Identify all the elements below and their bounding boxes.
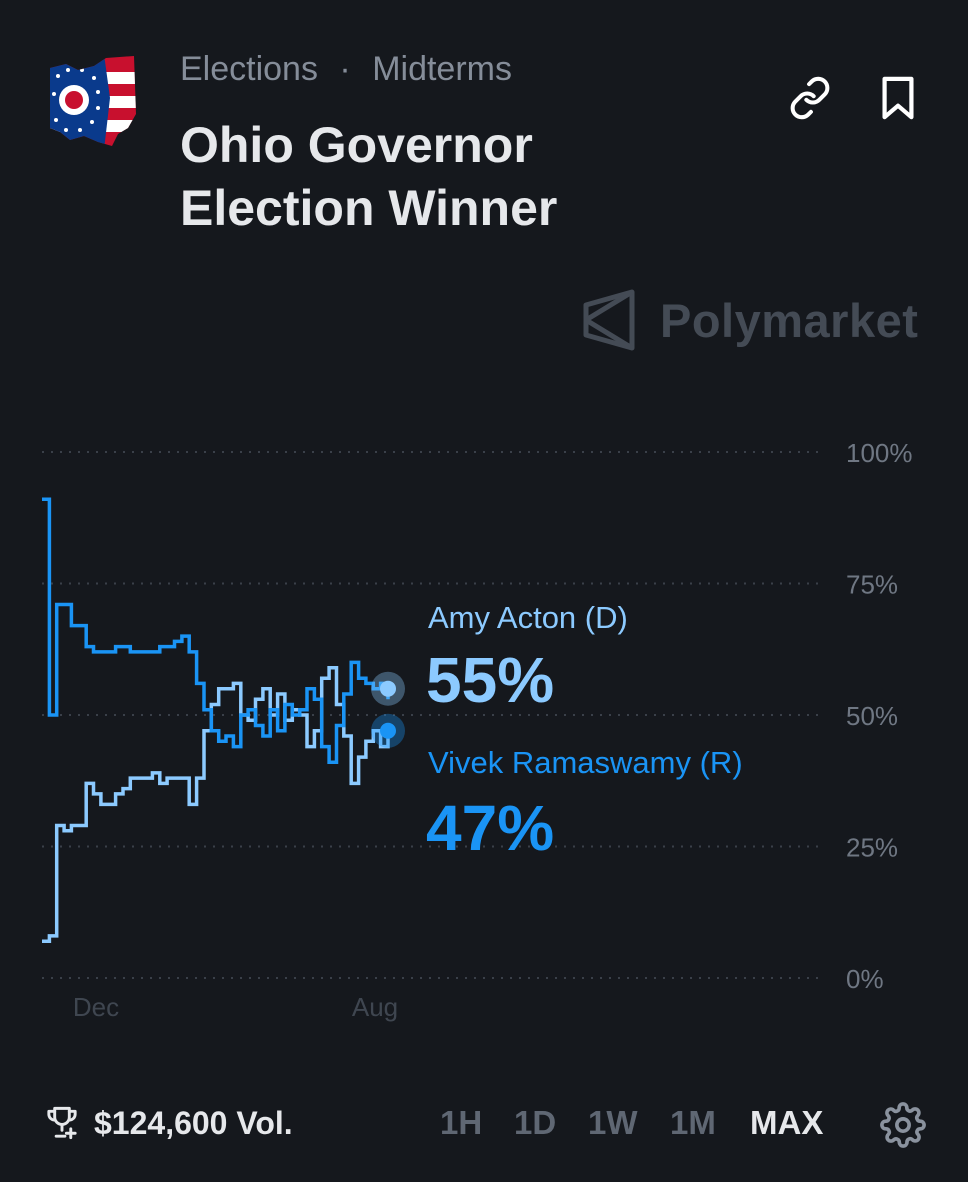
x-tick-label: Dec (73, 992, 119, 1022)
y-tick-label: 0% (846, 964, 884, 994)
series-name-ramaswamy: Vivek Ramaswamy (R) (428, 745, 743, 780)
x-tick-label: Aug (352, 992, 398, 1022)
range-1d[interactable]: 1D (514, 1104, 557, 1141)
trophy-icon (47, 1106, 77, 1140)
link-icon (790, 76, 830, 120)
chart-series (42, 497, 405, 943)
breadcrumb: Elections · Midterms (180, 50, 512, 89)
y-axis: 100% 75% 50% 25% 0% (846, 438, 913, 994)
y-tick-label: 100% (846, 438, 913, 468)
range-max[interactable]: MAX (750, 1104, 824, 1141)
chart-grid (42, 451, 822, 979)
page-title: Ohio Governor Election Winner (180, 117, 558, 236)
copy-link-button[interactable] (782, 70, 838, 126)
range-1w[interactable]: 1W (588, 1104, 638, 1141)
volume: $124,600 Vol. (44, 1104, 293, 1142)
y-tick-label: 50% (846, 701, 898, 731)
chart-footer: $124,600 Vol. 1H 1D 1W 1M MAX (0, 1096, 968, 1156)
series-name-acton: Amy Acton (D) (428, 600, 628, 635)
series-line-ramaswamy (42, 497, 390, 765)
y-tick-label: 25% (846, 833, 898, 863)
polymarket-watermark: Polymarket (580, 288, 918, 352)
breadcrumb-elections[interactable]: Elections (180, 50, 318, 88)
series-value-ramaswamy: 47% (426, 792, 555, 864)
marker-dot-ramaswamy (380, 722, 396, 739)
ohio-flag-icon (50, 56, 136, 146)
price-history-chart[interactable]: 100% 75% 50% 25% 0% Dec Aug (0, 420, 968, 1040)
breadcrumb-midterms[interactable]: Midterms (372, 50, 512, 88)
breadcrumb-separator: · (339, 50, 351, 88)
volume-label: $124,600 Vol. (94, 1104, 293, 1141)
marker-dot-acton (380, 680, 396, 697)
range-1h[interactable]: 1H (440, 1104, 483, 1141)
series-value-acton: 55% (426, 644, 555, 716)
series-line-acton (42, 665, 390, 943)
bookmark-button[interactable] (870, 70, 926, 126)
range-1m[interactable]: 1M (670, 1104, 716, 1141)
x-axis: Dec Aug (73, 992, 398, 1022)
watermark-brand: Polymarket (660, 293, 919, 347)
y-tick-label: 75% (846, 570, 898, 600)
polymarket-logo-icon (583, 289, 635, 351)
gear-icon[interactable] (880, 1102, 926, 1148)
bookmark-icon (882, 76, 914, 120)
